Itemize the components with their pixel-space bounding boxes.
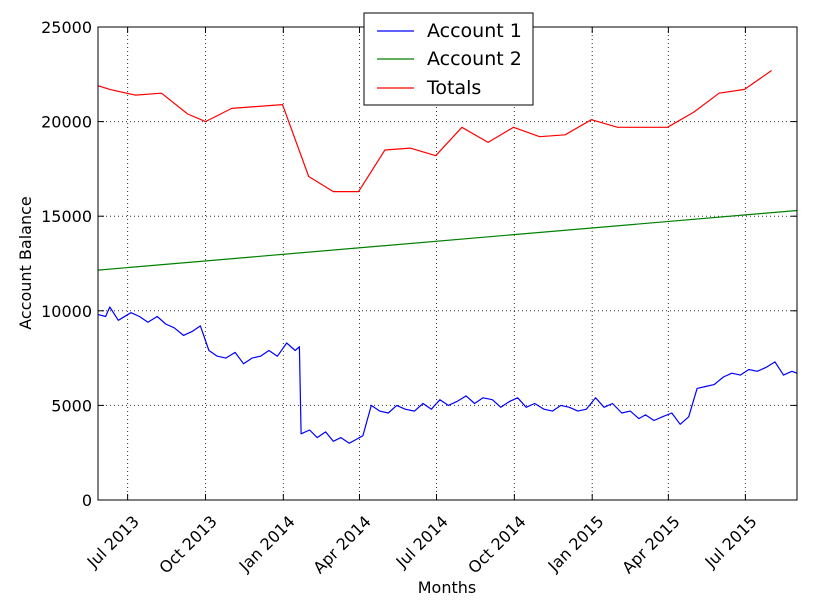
x-tick-labels: Jul 2013 Oct 2013 Jan 2014 Apr 2014 Jul 2014… [83,512,761,577]
legend-label-account-2: Account 2 [427,48,522,70]
y-tick-labels: 0 5000 10000 15000 20000 25000 [41,18,92,510]
y-tick-label: 20000 [41,113,92,132]
y-tick-label: 5000 [51,396,92,415]
x-tick-label: Oct 2014 [464,512,529,577]
x-tick-label: Jul 2013 [83,512,143,572]
plot-background [98,27,797,500]
x-tick-label: Jan 2015 [544,512,608,576]
legend-label-totals: Totals [426,77,481,99]
y-tick-label: 10000 [41,302,92,321]
series-line-account-2 [97,209,798,271]
x-tick-label: Oct 2013 [155,512,220,577]
x-tick-label: Jan 2014 [235,512,299,576]
y-tick-label: 25000 [41,18,92,37]
x-tick-label: Apr 2015 [618,512,683,577]
legend: Account 1 Account 2 Totals [363,12,534,106]
x-axis-label: Months [418,578,476,597]
y-tick-label: 0 [82,491,92,510]
series-line-totals [97,70,772,193]
x-tick-label: Apr 2014 [309,512,374,577]
y-tick-label: 15000 [41,207,92,226]
x-tick-label: Jul 2015 [701,512,761,572]
series-line-account-1 [97,306,798,444]
series-lines [97,70,798,444]
y-axis-label: Account Balance [16,196,35,330]
x-tick-label: Jul 2014 [392,512,452,572]
grid-lines [98,27,797,500]
legend-label-account-1: Account 1 [427,20,522,42]
